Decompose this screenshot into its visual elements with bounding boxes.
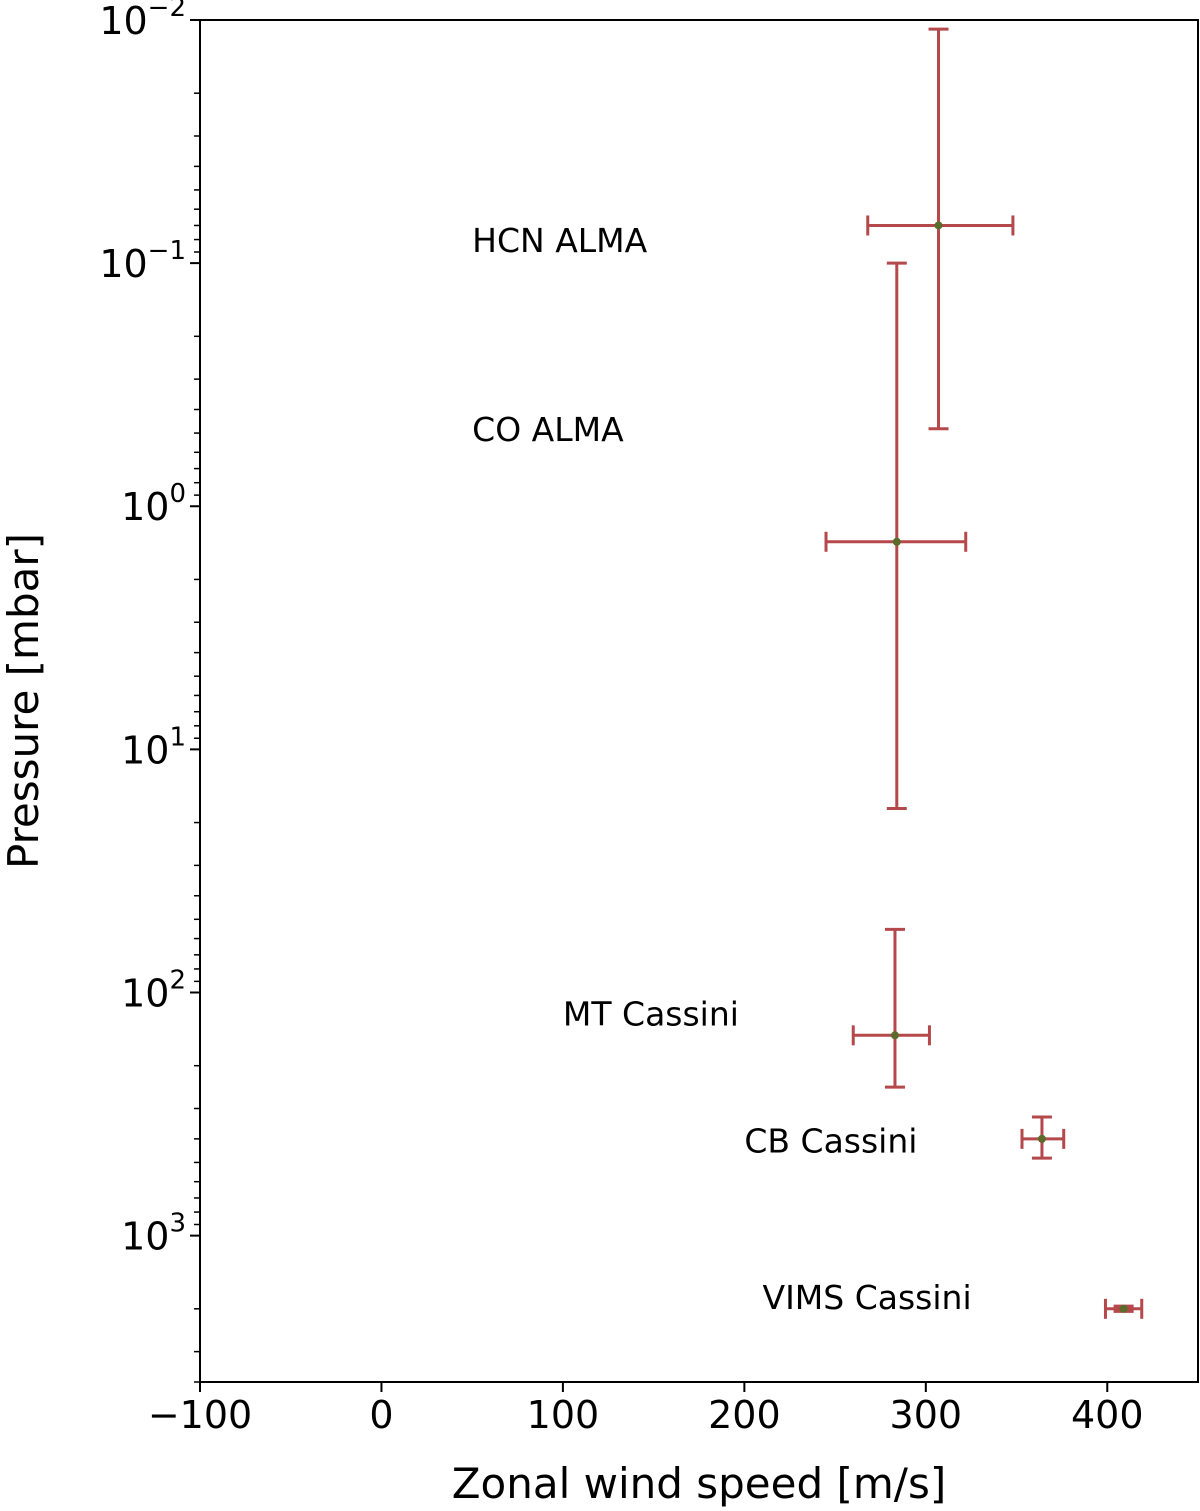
x-axis-label: Zonal wind speed [m/s] (452, 1459, 946, 1508)
x-axis: −100 0 100 200 300 400 (148, 1382, 1144, 1437)
annotation-label: CB Cassini (744, 1121, 917, 1160)
y-tick-base: 10 (121, 728, 169, 772)
y-tick-exponent: 3 (169, 1209, 186, 1239)
plot-layer: HCN ALMA CO ALMA MT Cassini CB Cassini VIMS … (472, 27, 1144, 1319)
y-tick-base: 10 (121, 971, 169, 1015)
x-tick-label: 100 (527, 1393, 600, 1437)
y-tick-exponent: −2 (148, 0, 186, 23)
x-tick-label: −100 (148, 1393, 252, 1437)
x-tick-label: 0 (369, 1393, 393, 1437)
y-tick-exponent: 1 (169, 722, 186, 752)
x-tick-label: 300 (890, 1393, 963, 1437)
annotation-label: MT Cassini (563, 995, 739, 1034)
y-tick-base: 10 (121, 485, 169, 529)
y-tick-label: 103 (121, 1209, 186, 1259)
y-tick-label: 100 (121, 479, 186, 529)
y-tick-label: 101 (121, 722, 186, 772)
data-point (892, 537, 901, 546)
annotation-label: VIMS Cassini (763, 1278, 972, 1317)
annotation-label: CO ALMA (472, 410, 624, 449)
y-tick-base: 10 (99, 0, 147, 43)
y-axis-label: Pressure [mbar] (0, 533, 48, 869)
data-point (890, 1031, 899, 1040)
x-tick-label: 400 (1071, 1393, 1144, 1437)
y-tick-exponent: −1 (148, 236, 186, 266)
y-tick-label: 102 (121, 965, 186, 1015)
x-tick-label: 200 (708, 1393, 781, 1437)
annotation-label: HCN ALMA (472, 221, 647, 260)
y-tick-base: 10 (99, 242, 147, 286)
plot-frame (199, 19, 1199, 1383)
y-tick-label: 10−2 (99, 0, 186, 43)
y-tick-label: 10−1 (99, 236, 186, 286)
data-point (1037, 1134, 1046, 1143)
y-tick-exponent: 2 (169, 965, 186, 995)
data-point (1119, 1304, 1128, 1313)
y-tick-base: 10 (121, 1215, 169, 1259)
y-tick-exponent: 0 (169, 479, 186, 509)
data-point (934, 221, 943, 230)
